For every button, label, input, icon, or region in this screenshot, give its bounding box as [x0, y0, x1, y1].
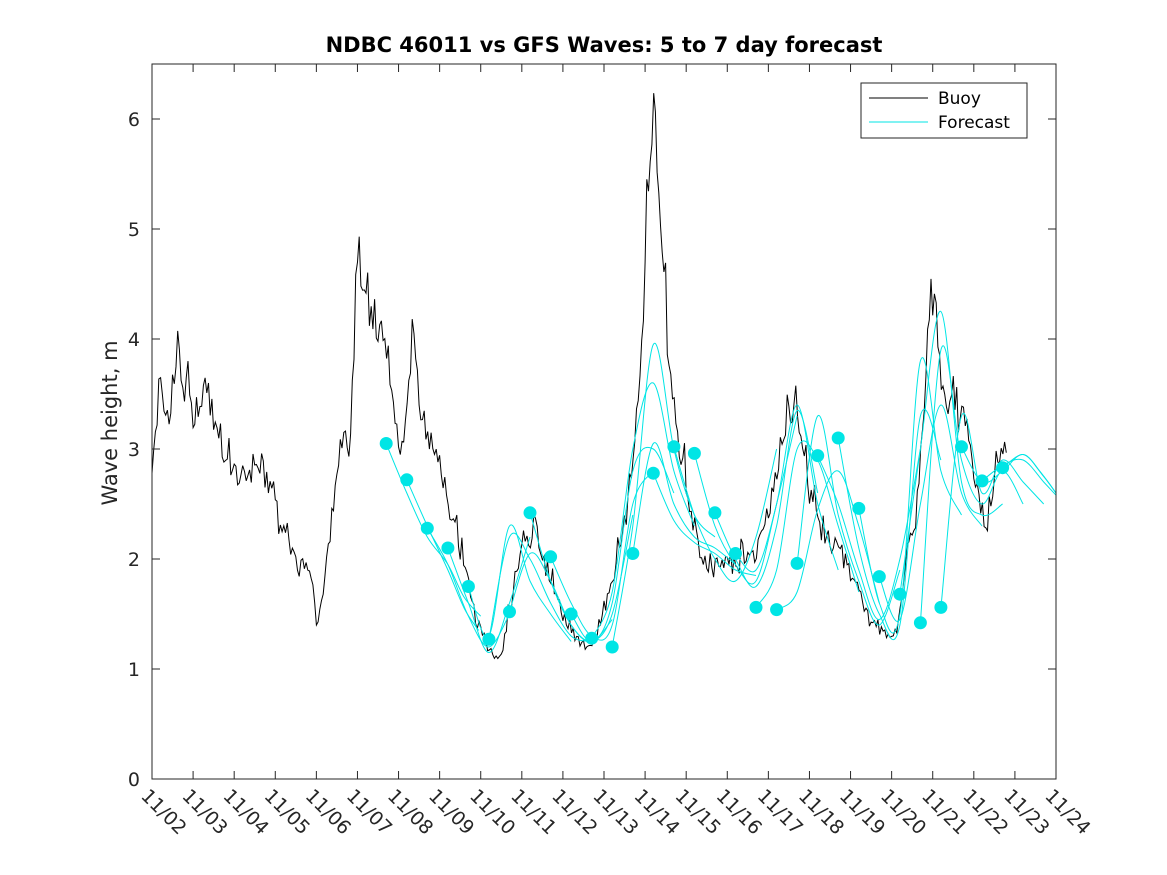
forecast-marker	[831, 431, 845, 445]
y-tick-label: 6	[128, 109, 140, 131]
forecast-marker	[564, 607, 578, 621]
legend-forecast-label: Forecast	[938, 113, 1010, 133]
forecast-marker	[626, 547, 640, 560]
forecast-series-line	[837, 408, 942, 641]
forecast-marker	[708, 506, 722, 520]
forecast-marker	[770, 603, 784, 617]
forecast-marker	[975, 474, 989, 488]
forecast-marker	[893, 587, 907, 601]
forecast-series-line	[426, 527, 510, 648]
forecast-series-line	[673, 446, 778, 583]
forecast-marker	[646, 466, 660, 480]
forecast-series-line	[940, 412, 1045, 608]
forecast-series-line	[878, 404, 983, 622]
forecast-series-line	[385, 443, 482, 617]
forecast-marker	[729, 547, 742, 560]
forecast-marker	[420, 521, 434, 535]
forecast-series-line	[1002, 454, 1057, 494]
forecast-marker	[955, 440, 968, 454]
y-tick-label: 0	[128, 769, 140, 791]
y-tick-label: 4	[128, 329, 140, 351]
forecast-series-line	[529, 512, 634, 643]
forecast-series-line	[817, 448, 921, 620]
legend-buoy-label: Buoy	[938, 89, 981, 109]
forecast-marker	[544, 550, 558, 564]
forecast-marker	[934, 600, 948, 614]
forecast-marker	[852, 501, 866, 515]
y-tick-label: 2	[128, 549, 140, 571]
forecast-marker	[872, 570, 886, 584]
forecast-marker	[667, 440, 681, 454]
forecast-series-line	[755, 440, 860, 608]
forecast-marker	[461, 580, 475, 593]
chart-title: NDBC 46011 vs GFS Waves: 5 to 7 day fore…	[326, 33, 883, 57]
y-axis-label: Wave height, m	[98, 340, 122, 505]
marker-layer	[379, 431, 1010, 654]
forecast-marker	[482, 632, 496, 646]
forecast-series-line	[652, 473, 757, 576]
forecast-marker	[585, 631, 599, 645]
forecast-marker	[523, 506, 537, 520]
buoy-series-line	[151, 93, 1007, 660]
forecast-marker	[913, 616, 927, 630]
forecast-marker	[503, 605, 516, 619]
forecast-marker	[605, 640, 619, 654]
forecast-series-line	[858, 357, 962, 634]
plot-area	[152, 64, 1056, 779]
forecast-series-line	[591, 382, 695, 639]
forecast-marker	[441, 541, 455, 555]
forecast-series-line	[632, 442, 736, 565]
forecast-marker	[790, 556, 804, 570]
legend-box	[860, 82, 1028, 139]
forecast-series-line	[899, 310, 1003, 595]
y-tick-label: 1	[128, 659, 140, 681]
legend: Buoy Forecast	[860, 82, 1028, 139]
forecast-series-line	[776, 470, 880, 611]
forecast-series-line	[796, 415, 901, 626]
forecast-marker	[379, 437, 393, 450]
forecast-series-line	[550, 470, 654, 641]
y-tick-label: 3	[128, 439, 140, 461]
forecast-series-line	[488, 532, 592, 642]
y-tick-label: 5	[128, 219, 140, 241]
forecast-marker	[811, 449, 825, 463]
forecast-marker	[687, 446, 701, 460]
forecast-marker	[749, 600, 763, 614]
forecast-marker	[400, 473, 414, 487]
forecast-marker	[996, 461, 1010, 475]
forecast-series-line	[981, 458, 1057, 496]
